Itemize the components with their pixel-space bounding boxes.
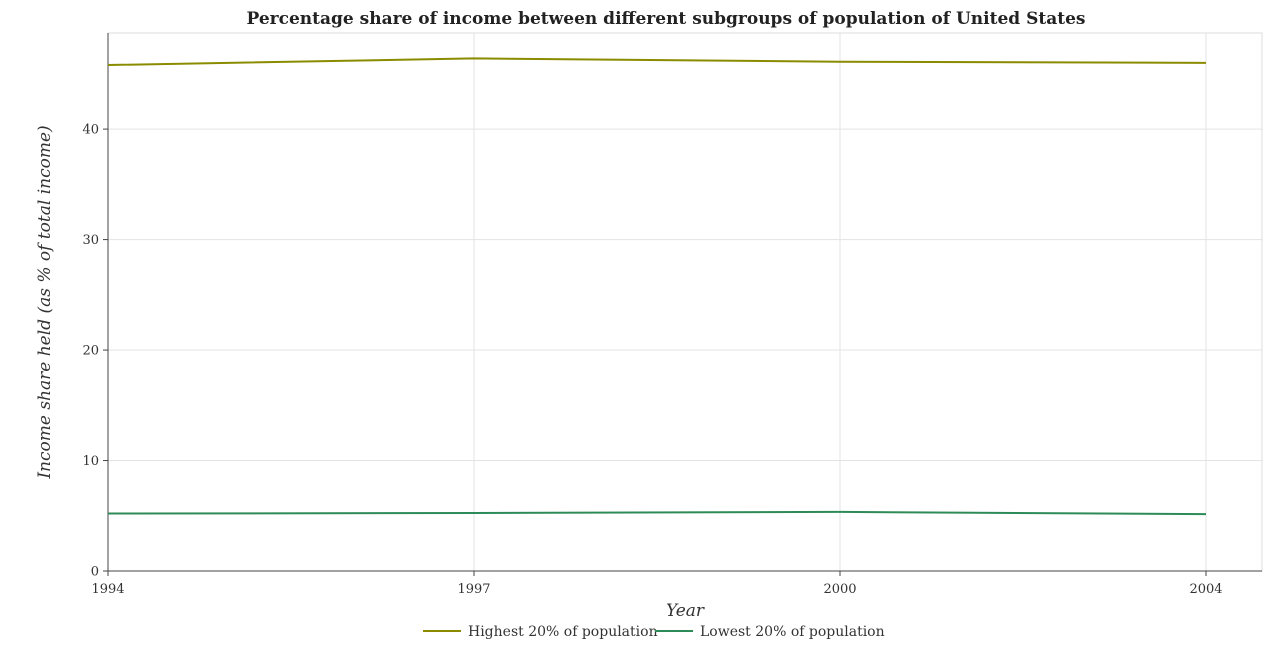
- x-axis-title: Year: [666, 601, 705, 621]
- series-lines: [107, 57, 1207, 516]
- y-tick-label: 40: [82, 123, 99, 138]
- series-line-0: [107, 57, 1207, 67]
- chart-title: Percentage share of income between diffe…: [247, 9, 1086, 29]
- x-tick-label: 1997: [457, 582, 490, 597]
- vertical-gridlines: [107, 33, 1207, 571]
- y-tick-label: 10: [82, 454, 99, 469]
- y-tick-label: 0: [91, 565, 99, 580]
- horizontal-gridlines: [108, 128, 1262, 572]
- x-tick-label: 2000: [823, 582, 856, 597]
- y-tick-label: 30: [82, 233, 99, 248]
- y-axis-title: Income share held (as % of total income): [35, 125, 55, 479]
- x-tick-label: 2004: [1189, 582, 1222, 597]
- legend-label: Lowest 20% of population: [700, 624, 885, 640]
- legend: Highest 20% of population Lowest 20% of p…: [423, 624, 885, 640]
- y-tick-label: 20: [82, 344, 99, 359]
- legend-label: Highest 20% of population: [468, 624, 658, 640]
- x-axis-ticks: 1994 1997 2000 2004: [91, 571, 1223, 597]
- x-tick-label: 1994: [91, 582, 124, 597]
- y-axis-ticks: 0 10 20 30 40: [82, 123, 108, 580]
- series-line-1: [107, 510, 1207, 516]
- plot-border: [107, 32, 1263, 572]
